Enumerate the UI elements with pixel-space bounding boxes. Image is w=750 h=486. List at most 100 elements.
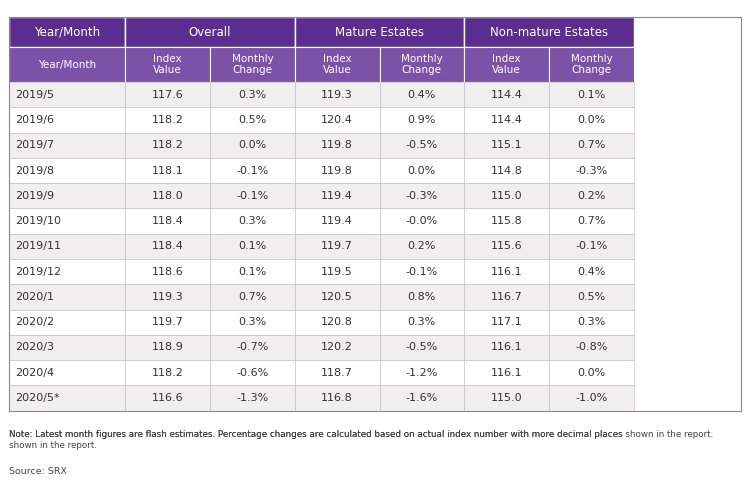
FancyBboxPatch shape — [549, 385, 634, 411]
Text: -1.3%: -1.3% — [236, 393, 268, 403]
Text: 116.1: 116.1 — [490, 267, 523, 277]
FancyBboxPatch shape — [380, 310, 464, 335]
Text: 0.3%: 0.3% — [408, 317, 436, 327]
Text: 115.0: 115.0 — [490, 191, 523, 201]
Text: Overall: Overall — [189, 26, 231, 38]
FancyBboxPatch shape — [125, 310, 210, 335]
FancyBboxPatch shape — [9, 234, 125, 259]
Text: 120.2: 120.2 — [321, 343, 353, 352]
Text: 2019/5: 2019/5 — [15, 90, 54, 100]
Text: 2020/3: 2020/3 — [15, 343, 54, 352]
FancyBboxPatch shape — [210, 107, 295, 133]
Text: 115.8: 115.8 — [490, 216, 523, 226]
FancyBboxPatch shape — [125, 385, 210, 411]
FancyBboxPatch shape — [464, 284, 549, 310]
Text: Index
Value: Index Value — [153, 54, 182, 75]
Text: 116.6: 116.6 — [152, 393, 184, 403]
FancyBboxPatch shape — [9, 107, 125, 133]
Text: 118.0: 118.0 — [152, 191, 184, 201]
FancyBboxPatch shape — [125, 284, 210, 310]
Text: 120.8: 120.8 — [321, 317, 353, 327]
FancyBboxPatch shape — [464, 47, 549, 82]
FancyBboxPatch shape — [9, 259, 125, 284]
Text: -0.5%: -0.5% — [406, 140, 438, 150]
Text: -0.6%: -0.6% — [236, 368, 268, 378]
FancyBboxPatch shape — [295, 385, 380, 411]
FancyBboxPatch shape — [549, 208, 634, 234]
Text: 120.5: 120.5 — [321, 292, 353, 302]
FancyBboxPatch shape — [210, 335, 295, 360]
Text: 0.0%: 0.0% — [408, 166, 436, 175]
FancyBboxPatch shape — [464, 133, 549, 158]
Text: -0.7%: -0.7% — [236, 343, 268, 352]
FancyBboxPatch shape — [380, 82, 464, 107]
Text: -1.2%: -1.2% — [406, 368, 438, 378]
FancyBboxPatch shape — [125, 47, 210, 82]
FancyBboxPatch shape — [9, 158, 125, 183]
Text: 0.3%: 0.3% — [238, 317, 266, 327]
Text: 0.5%: 0.5% — [238, 115, 266, 125]
Text: 118.2: 118.2 — [152, 115, 184, 125]
Text: Year/Month: Year/Month — [34, 26, 101, 38]
Text: -0.1%: -0.1% — [236, 191, 268, 201]
FancyBboxPatch shape — [125, 208, 210, 234]
Text: 0.0%: 0.0% — [578, 115, 605, 125]
Text: 2019/12: 2019/12 — [15, 267, 62, 277]
FancyBboxPatch shape — [549, 183, 634, 208]
FancyBboxPatch shape — [210, 234, 295, 259]
Text: 117.6: 117.6 — [152, 90, 184, 100]
Text: Year/Month: Year/Month — [38, 60, 96, 69]
FancyBboxPatch shape — [549, 284, 634, 310]
Text: 116.7: 116.7 — [490, 292, 523, 302]
Text: Monthly
Change: Monthly Change — [232, 54, 273, 75]
Text: 118.2: 118.2 — [152, 140, 184, 150]
FancyBboxPatch shape — [125, 17, 295, 47]
FancyBboxPatch shape — [210, 385, 295, 411]
FancyBboxPatch shape — [295, 107, 380, 133]
Text: 0.3%: 0.3% — [238, 216, 266, 226]
FancyBboxPatch shape — [9, 82, 125, 107]
Text: 117.1: 117.1 — [490, 317, 523, 327]
FancyBboxPatch shape — [210, 133, 295, 158]
Text: 119.4: 119.4 — [321, 191, 353, 201]
Text: 118.7: 118.7 — [321, 368, 353, 378]
Text: Note: Latest month figures are flash estimates. Percentage changes are calculate: Note: Latest month figures are flash est… — [9, 430, 713, 439]
FancyBboxPatch shape — [380, 107, 464, 133]
Text: Monthly
Change: Monthly Change — [401, 54, 442, 75]
FancyBboxPatch shape — [125, 82, 210, 107]
FancyBboxPatch shape — [9, 284, 125, 310]
FancyBboxPatch shape — [125, 360, 210, 385]
Text: 0.2%: 0.2% — [578, 191, 605, 201]
FancyBboxPatch shape — [295, 234, 380, 259]
Text: 119.8: 119.8 — [321, 166, 353, 175]
FancyBboxPatch shape — [380, 183, 464, 208]
FancyBboxPatch shape — [295, 310, 380, 335]
Text: -1.0%: -1.0% — [575, 393, 608, 403]
FancyBboxPatch shape — [464, 158, 549, 183]
Text: 0.0%: 0.0% — [238, 140, 266, 150]
Text: 114.8: 114.8 — [490, 166, 523, 175]
Text: -0.5%: -0.5% — [406, 343, 438, 352]
Text: 2019/9: 2019/9 — [15, 191, 54, 201]
Text: -0.8%: -0.8% — [575, 343, 608, 352]
Text: 119.3: 119.3 — [152, 292, 184, 302]
Text: 0.3%: 0.3% — [578, 317, 605, 327]
FancyBboxPatch shape — [464, 107, 549, 133]
FancyBboxPatch shape — [210, 47, 295, 82]
Text: 0.1%: 0.1% — [578, 90, 605, 100]
FancyBboxPatch shape — [125, 234, 210, 259]
Text: 119.8: 119.8 — [321, 140, 353, 150]
FancyBboxPatch shape — [125, 259, 210, 284]
Text: 0.2%: 0.2% — [408, 242, 436, 251]
Text: 118.6: 118.6 — [152, 267, 184, 277]
FancyBboxPatch shape — [125, 158, 210, 183]
FancyBboxPatch shape — [125, 183, 210, 208]
Text: 2020/2: 2020/2 — [15, 317, 54, 327]
Text: 2019/10: 2019/10 — [15, 216, 61, 226]
FancyBboxPatch shape — [295, 158, 380, 183]
Text: 115.6: 115.6 — [490, 242, 523, 251]
FancyBboxPatch shape — [210, 310, 295, 335]
Text: 0.7%: 0.7% — [238, 292, 266, 302]
Text: 119.4: 119.4 — [321, 216, 353, 226]
FancyBboxPatch shape — [464, 183, 549, 208]
